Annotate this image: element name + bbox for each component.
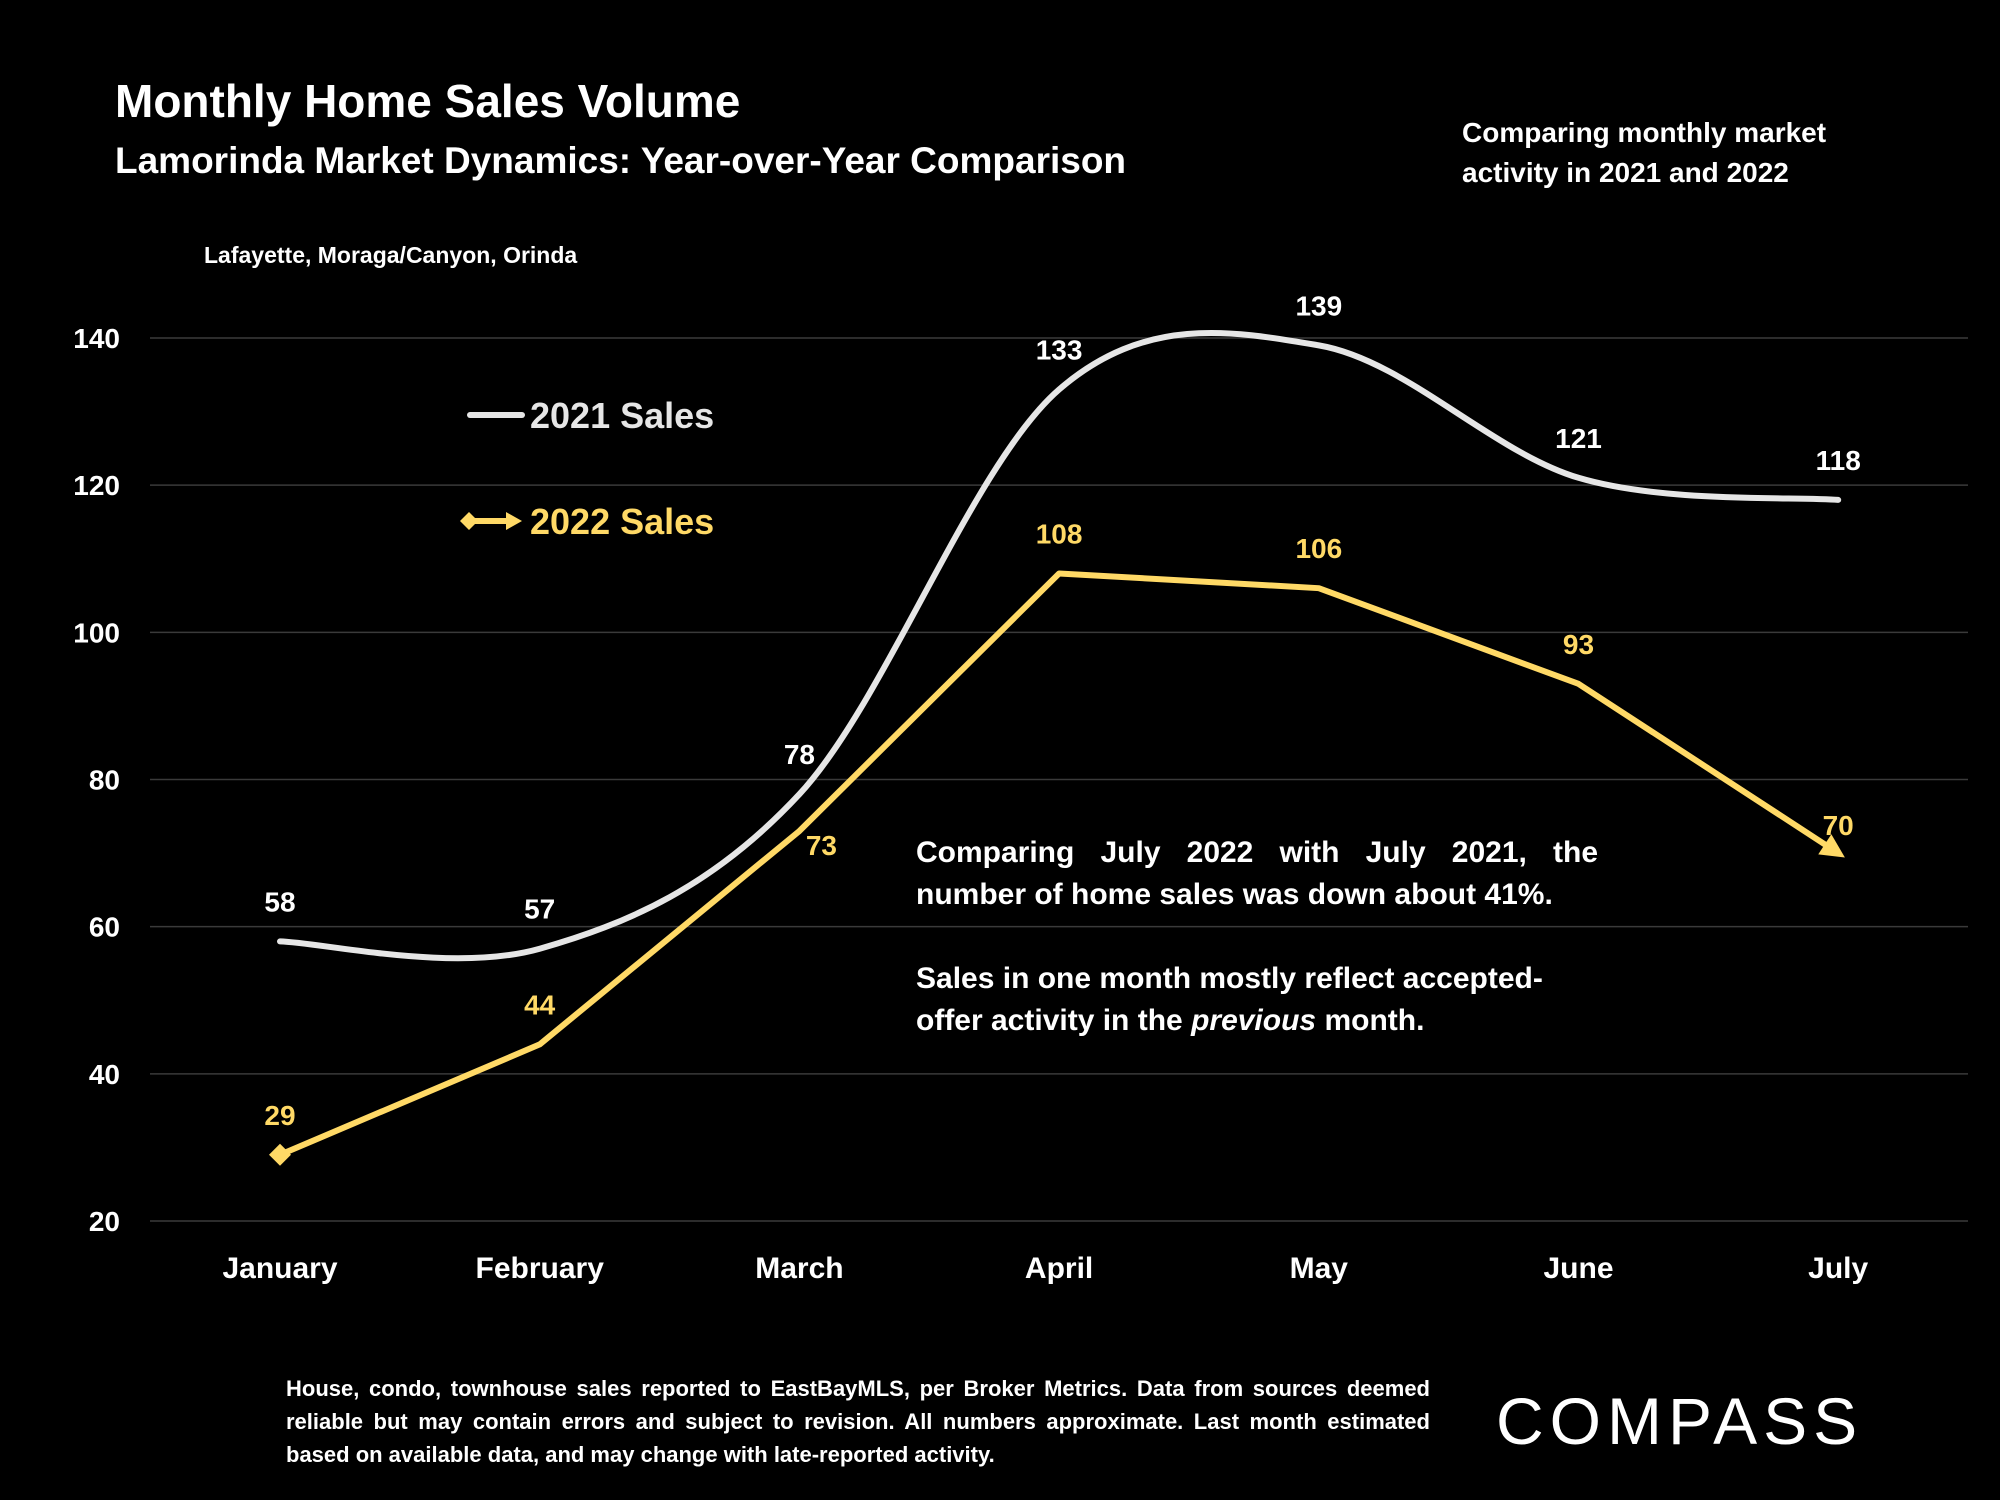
data-label-2021: 58 (264, 886, 295, 917)
data-label-2021: 133 (1036, 335, 1083, 366)
legend: 2021 Sales 2022 Sales (460, 395, 714, 542)
data-label-2022: 93 (1563, 629, 1594, 660)
x-axis-ticks: January February March April May June July (222, 1252, 1868, 1285)
data-label-2021: 121 (1555, 423, 1602, 454)
series-2022-end-arrow (1818, 834, 1845, 858)
data-label-2021: 78 (784, 739, 815, 770)
data-label-2021: 57 (524, 894, 555, 925)
y-axis-ticks: 20 40 60 80 100 120 140 (73, 323, 120, 1237)
y-tick-label: 80 (89, 765, 120, 796)
series-line-2021 (277, 330, 1842, 962)
x-tick-label: January (222, 1252, 337, 1285)
x-tick-label: February (476, 1252, 605, 1285)
data-labels: 58 57 78 133 139 121 118 29 44 73 108 106 93 70 (264, 290, 1860, 1130)
data-label-2022: 73 (806, 830, 837, 861)
data-label-2022: 44 (524, 989, 556, 1020)
line-chart: 20 40 60 80 100 120 140 January February March Ap… (73, 290, 1968, 1285)
y-tick-label: 100 (73, 617, 120, 648)
series-lines (269, 330, 1845, 1166)
compass-logo-text: COMPASS (1496, 1384, 1863, 1458)
region-label: Lafayette, Moraga/Canyon, Orinda (204, 242, 578, 268)
footnote: House, condo, townhouse sales reported t… (286, 1376, 1430, 1467)
data-label-2022: 108 (1036, 518, 1083, 549)
annotation-note-emphasis: previous (1191, 1004, 1317, 1037)
annotation-note-text-1: Sales in one month mostly reflect accept… (916, 962, 1543, 1037)
y-tick-label: 140 (73, 323, 120, 354)
y-tick-label: 40 (89, 1059, 120, 1090)
y-tick-label: 60 (89, 912, 120, 943)
annotation-comparison: Comparing July 2022 with July 2021, the … (916, 836, 1598, 911)
series-line-2022 (278, 570, 1840, 1158)
side-note: Comparing monthly market activity in 202… (1462, 117, 1827, 188)
legend-arrow-2022 (506, 512, 522, 530)
grid-lines (150, 337, 1968, 1222)
x-tick-label: July (1808, 1252, 1868, 1285)
data-label-2021: 139 (1295, 290, 1342, 321)
annotation-box: Comparing July 2022 with July 2021, the … (916, 832, 1598, 1042)
chart-title: Monthly Home Sales Volume (115, 75, 741, 127)
data-label-2022: 106 (1295, 533, 1342, 564)
y-tick-label: 120 (73, 470, 120, 501)
legend-label-2022: 2022 Sales (530, 501, 714, 542)
annotation-note: Sales in one month mostly reflect accept… (916, 958, 1598, 1042)
series-2022-start-marker (269, 1143, 291, 1166)
x-tick-label: April (1025, 1252, 1093, 1285)
compass-logo: COMPASS (1496, 1384, 1863, 1458)
x-tick-label: June (1543, 1252, 1613, 1285)
annotation-note-text-2: month. (1316, 1004, 1425, 1037)
legend-label-2021: 2021 Sales (530, 395, 714, 436)
y-tick-label: 20 (89, 1206, 120, 1237)
x-tick-label: May (1290, 1252, 1349, 1285)
x-tick-label: March (755, 1252, 843, 1285)
chart-subtitle: Lamorinda Market Dynamics: Year-over-Yea… (115, 140, 1127, 181)
data-label-2021: 118 (1816, 445, 1861, 476)
data-label-2022: 29 (264, 1100, 295, 1131)
data-label-2022: 70 (1823, 810, 1854, 841)
legend-marker-2022 (460, 512, 478, 530)
